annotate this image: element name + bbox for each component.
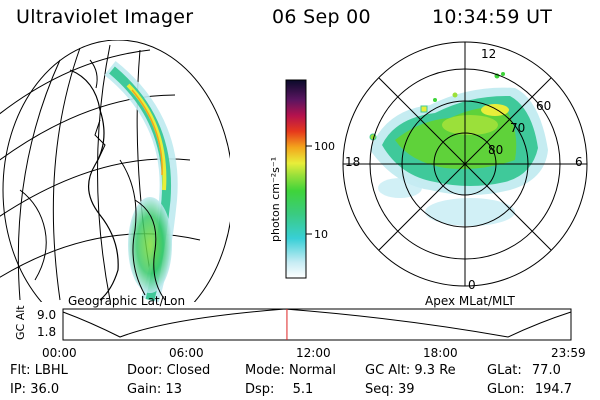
earth-limb <box>2 40 230 302</box>
date-label: 06 Sep 00 <box>272 6 371 28</box>
alt-x-tick-3: 18:00 <box>423 346 458 360</box>
aurora-peak-core <box>131 89 163 176</box>
aurora-spot <box>452 92 458 98</box>
aurora-spot <box>420 105 428 113</box>
colorbar-tick-100: 100 <box>314 140 335 153</box>
lon-line <box>97 44 111 301</box>
gain-value: 13 <box>165 382 182 397</box>
altitude-plot-frame <box>62 308 572 341</box>
mlt-label-18: 18 <box>345 155 360 169</box>
lat-line <box>0 49 151 115</box>
lat-label-80: 80 <box>488 143 503 157</box>
lat-line <box>0 94 176 161</box>
lat-label-70: 70 <box>510 121 525 135</box>
gcalt-field: GC Alt: 9.3 Re <box>365 363 456 378</box>
gain-field: Gain: 13 <box>127 382 182 397</box>
mlt-label-6: 6 <box>575 155 583 169</box>
flt-label: Flt: <box>10 363 31 378</box>
ip-field: IP: 36.0 <box>10 382 59 397</box>
mlt-label-12: 12 <box>481 47 496 61</box>
ip-value: 36.0 <box>30 382 60 397</box>
colorbar-unit-label: photon cm⁻²s⁻¹ <box>269 157 282 242</box>
alt-x-tick-4: 23:59 <box>551 346 586 360</box>
alt-axis-label: GC Alt <box>14 305 27 340</box>
glat-label: GLat: <box>487 363 522 378</box>
mlt-label-0: 0 <box>468 278 476 292</box>
polar-plot: 12 18 6 0 60 70 80 <box>342 41 588 292</box>
lat-label-60: 60 <box>536 99 551 113</box>
gain-label: Gain: <box>127 382 162 397</box>
door-label: Door: <box>127 363 163 378</box>
mode-field: Mode: Normal <box>245 363 336 378</box>
mode-value: Normal <box>288 363 336 378</box>
seq-value: 39 <box>398 382 415 397</box>
alt-tick-9: 9.0 <box>37 308 56 322</box>
aurora-diffuse <box>128 197 172 293</box>
glon-value: 194.7 <box>534 382 573 397</box>
time-label: 10:34:59 UT <box>432 6 553 28</box>
aurora-hotspot <box>481 104 509 116</box>
colorbar-tick-10: 10 <box>314 228 328 241</box>
alt-x-tick-0: 00:00 <box>42 346 77 360</box>
coastline <box>94 119 106 161</box>
lon-line <box>52 47 81 301</box>
seq-label: Seq: <box>365 382 394 397</box>
gcalt-value: 9.3 Re <box>414 363 456 378</box>
aurora-spot <box>501 72 505 76</box>
coastline <box>134 199 166 301</box>
aurora-spot <box>433 98 437 102</box>
aurora-diffuse <box>425 198 515 226</box>
ip-label: IP: <box>10 382 27 397</box>
alt-x-tick-1: 06:00 <box>169 346 204 360</box>
mode-label: Mode: <box>245 363 285 378</box>
glon-field: GLon: 194.7 <box>487 382 572 397</box>
aurora-diffuse <box>378 178 422 198</box>
gcalt-label: GC Alt: <box>365 363 411 378</box>
flt-value: LBHL <box>34 363 68 378</box>
coastline <box>69 69 119 301</box>
colorbar-scale <box>285 79 307 279</box>
lon-line <box>17 59 61 301</box>
polar-spoke <box>378 77 552 251</box>
alt-x-tick-2: 12:00 <box>296 346 331 360</box>
coastline <box>19 189 47 281</box>
geographic-map <box>0 40 230 302</box>
right-panel-label: Apex MLat/MLT <box>425 294 515 308</box>
glat-value: 77.0 <box>531 363 561 378</box>
aurora-hotspot <box>442 115 498 135</box>
coastline <box>89 59 98 89</box>
dsp-field: Dsp: 5.1 <box>245 382 313 397</box>
left-panel-label: Geographic Lat/Lon <box>68 294 185 308</box>
glon-label: GLon: <box>487 382 525 397</box>
glat-field: GLat: 77.0 <box>487 363 561 378</box>
door-field: Door: Closed <box>127 363 210 378</box>
door-value: Closed <box>166 363 211 378</box>
altitude-plot: 9.0 1.8 GC Alt 00:00 06:00 12:00 18:00 2… <box>14 305 586 360</box>
dsp-label: Dsp: <box>245 382 275 397</box>
alt-tick-1-8: 1.8 <box>37 325 56 339</box>
dsp-value: 5.1 <box>292 382 314 397</box>
flt-field: Flt: LBHL <box>10 363 68 378</box>
colorbar: 100 10 photon cm⁻²s⁻¹ <box>269 79 335 279</box>
instrument-title: Ultraviolet Imager <box>16 6 194 28</box>
coastline <box>119 159 146 296</box>
altitude-curve <box>62 308 572 338</box>
seq-field: Seq: 39 <box>365 382 415 397</box>
